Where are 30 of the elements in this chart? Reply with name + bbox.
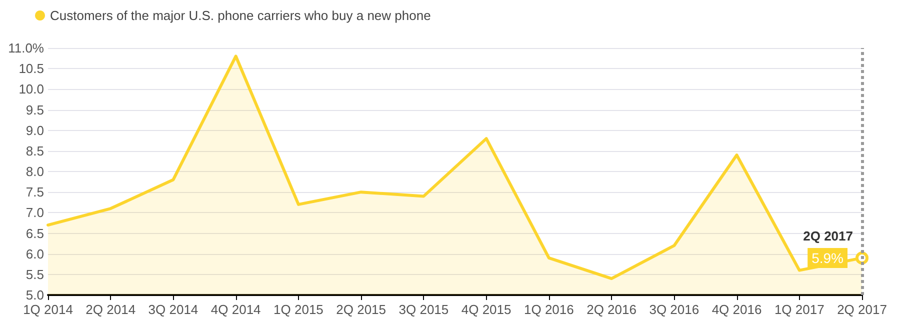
y-tick-label: 10.0 (18, 82, 44, 97)
y-tick-label: 11.0% (8, 40, 44, 56)
y-tick-label: 7.5 (26, 184, 44, 200)
y-tick-label: 10.5 (18, 61, 44, 76)
x-tick-label: 3Q 2015 (398, 302, 449, 317)
x-tick-label: 1Q 2015 (274, 302, 324, 317)
x-tick-label: 2Q 2017 (837, 302, 887, 317)
y-tick-label: 6.5 (26, 226, 44, 241)
x-tick-label: 1Q 2014 (23, 302, 73, 317)
x-tick-label: 3Q 2014 (148, 302, 198, 317)
legend-label: Customers of the major U.S. phone carriers who buy a new phone (50, 8, 431, 23)
x-tick-label: 1Q 2016 (524, 302, 574, 317)
x-tick-label: 4Q 2015 (461, 302, 512, 317)
x-tick-label: 2Q 2015 (336, 302, 386, 317)
x-tick-label: 4Q 2014 (210, 302, 261, 317)
x-tick-label: 2Q 2016 (586, 302, 636, 317)
y-tick-label: 8.0 (26, 164, 44, 179)
x-tick-label: 4Q 2016 (712, 302, 762, 317)
annotation: 2Q 2017 (803, 228, 853, 244)
y-tick-label: 8.5 (26, 143, 44, 158)
y-tick-label: 9.0 (26, 122, 44, 138)
data-label: 5.9% (812, 250, 844, 266)
y-tick-label: 5.5 (26, 266, 44, 282)
y-tick-label: 7.0 (26, 205, 44, 220)
x-tick-label: 1Q 2017 (774, 302, 824, 317)
x-tick-label: 2Q 2014 (86, 302, 136, 317)
y-tick-label: 5.0 (26, 288, 44, 302)
y-tick-label: 9.5 (26, 102, 44, 118)
x-tick-label: 3Q 2016 (649, 302, 700, 317)
y-tick-label: 6.0 (26, 246, 44, 262)
